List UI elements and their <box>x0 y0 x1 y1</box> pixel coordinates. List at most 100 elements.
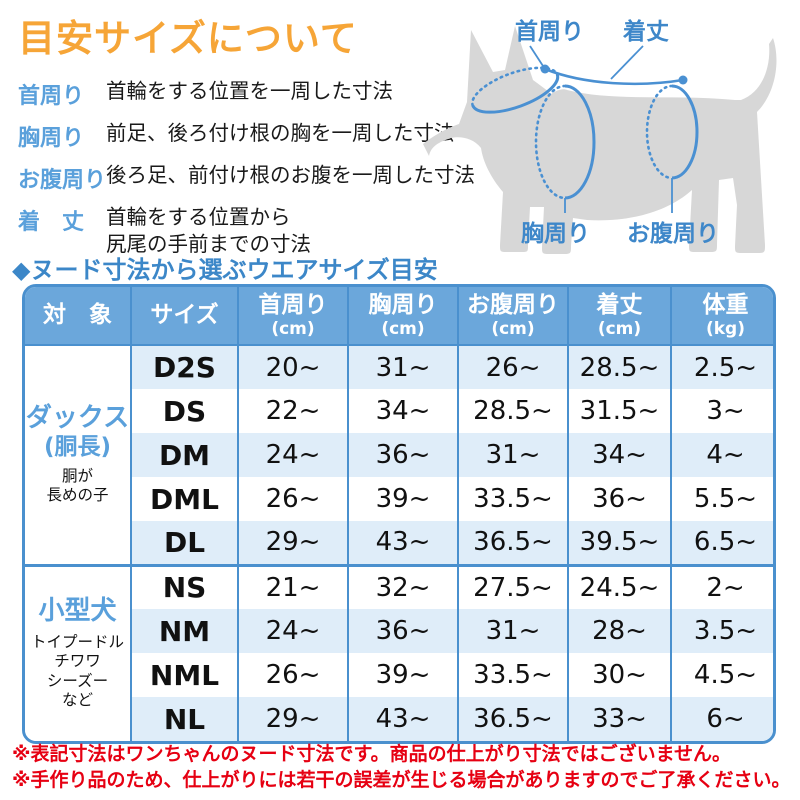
diagram-label-neck: 首周り <box>515 19 584 45</box>
definition-desc: 首輪をする位置を一周した寸法 <box>106 79 393 103</box>
table-row: DML 26~ 39~ 33.5~ 36~ 5.5~ <box>25 477 773 521</box>
col-header-chest: 胸周り (cm) <box>347 287 458 346</box>
definition-neck: 首周り 首輪をする位置を一周した寸法 <box>18 78 538 110</box>
measurement-definitions: 首周り 首輪をする位置を一周した寸法 胸周り 前足、後ろ付け根の胸を一周した寸法… <box>18 78 538 267</box>
value-cell: 34~ <box>567 433 671 477</box>
group-cell-dachshund: ダックス (胴長) 胴が 長めの子 <box>25 345 131 565</box>
diagram-label-belly: お腹周り <box>627 221 719 247</box>
size-table: 対 象 サイズ 首周り (cm) 胸周り (cm) お腹周り (cm) 着丈 (cm) … <box>25 287 773 741</box>
definition-chest: 胸周り 前足、後ろ付け根の胸を一周した寸法 <box>18 120 538 152</box>
value-cell: 30~ <box>567 653 671 697</box>
table-row: DL 29~ 43~ 36.5~ 39.5~ 6.5~ <box>25 521 773 565</box>
col-header-belly: お腹周り (cm) <box>457 287 568 346</box>
definition-term: 胸周り <box>18 126 85 151</box>
diagram-label-chest: 胸周り <box>521 221 590 247</box>
value-cell: 4.5~ <box>670 653 773 697</box>
value-cell: 34~ <box>347 389 458 433</box>
size-cell: DML <box>130 477 238 521</box>
value-cell: 26~ <box>237 653 348 697</box>
value-cell: 28.5~ <box>457 389 568 433</box>
table-row: 小型犬 トイプードル チワワ シーズー など NS 21~ 32~ 27.5~ … <box>25 563 773 741</box>
value-cell: 33~ <box>567 697 671 741</box>
size-cell: NM <box>130 609 238 653</box>
definition-term: 首周り <box>18 84 85 109</box>
value-cell: 6~ <box>670 697 773 741</box>
value-cell: 39.5~ <box>567 521 671 565</box>
footnote-line: ※手作り品のため、仕上がりには若干の誤差が生じる場合がありますのでご了承ください… <box>12 768 791 791</box>
value-cell: 2.5~ <box>670 345 773 389</box>
value-cell: 24~ <box>237 433 348 477</box>
value-cell: 32~ <box>347 563 458 609</box>
footnotes: ※表記寸法はワンちゃんのヌード寸法です。商品の仕上がり寸法ではございません。 ※… <box>12 742 796 793</box>
size-cell: D2S <box>130 345 238 389</box>
col-header-target: 対 象 <box>25 287 131 346</box>
value-cell: 31~ <box>457 609 568 653</box>
size-cell: DL <box>130 521 238 565</box>
size-cell: NML <box>130 653 238 697</box>
definition-desc: 前足、後ろ付け根の胸を一周した寸法 <box>106 121 455 145</box>
neck-ring <box>471 66 560 114</box>
col-header-neck: 首周り (cm) <box>237 287 348 346</box>
dog-illustration <box>423 26 777 254</box>
definition-belly: お腹周り 後ろ足、前付け根のお腹を一周した寸法 <box>18 162 538 194</box>
value-cell: 36~ <box>347 609 458 653</box>
value-cell: 28.5~ <box>567 345 671 389</box>
neck-leader-line <box>529 45 544 67</box>
value-cell: 5.5~ <box>670 477 773 521</box>
value-cell: 43~ <box>347 521 458 565</box>
value-cell: 22~ <box>237 389 348 433</box>
dog-measurement-diagram: 首周り 着丈 胸周り お腹周り <box>415 0 800 265</box>
size-cell: NS <box>130 563 238 609</box>
size-cell: NL <box>130 697 238 741</box>
value-cell: 43~ <box>347 697 458 741</box>
value-cell: 24~ <box>237 609 348 653</box>
body-length-line <box>540 64 688 86</box>
col-header-size: サイズ <box>130 287 238 346</box>
table-row: DS 22~ 34~ 28.5~ 31.5~ 3~ <box>25 389 773 433</box>
value-cell: 20~ <box>237 345 348 389</box>
value-cell: 28~ <box>567 609 671 653</box>
definition-desc: 首輪をする位置から 尻尾の手前までの寸法 <box>106 205 311 256</box>
footnote-line: ※表記寸法はワンちゃんのヌード寸法です。商品の仕上がり寸法ではございません。 <box>12 743 732 765</box>
value-cell: 21~ <box>237 563 348 609</box>
definition-length: 着 丈 首輪をする位置から 尻尾の手前までの寸法 <box>18 204 538 257</box>
value-cell: 27.5~ <box>457 563 568 609</box>
value-cell: 39~ <box>347 653 458 697</box>
definition-term: お腹周り <box>18 168 107 193</box>
value-cell: 4~ <box>670 433 773 477</box>
chest-ring <box>534 84 596 200</box>
value-cell: 29~ <box>237 521 348 565</box>
value-cell: 3.5~ <box>670 609 773 653</box>
value-cell: 33.5~ <box>457 477 568 521</box>
size-cell: DS <box>130 389 238 433</box>
dog-silhouette <box>423 26 777 254</box>
col-header-length: 着丈 (cm) <box>567 287 671 346</box>
size-cell: DM <box>130 433 238 477</box>
value-cell: 31~ <box>457 433 568 477</box>
size-table-container: 対 象 サイズ 首周り (cm) 胸周り (cm) お腹周り (cm) 着丈 (cm) … <box>22 284 776 744</box>
value-cell: 26~ <box>457 345 568 389</box>
value-cell: 36.5~ <box>457 697 568 741</box>
value-cell: 29~ <box>237 697 348 741</box>
value-cell: 39~ <box>347 477 458 521</box>
table-row: ダックス (胴長) 胴が 長めの子 D2S 20~ 31~ 26~ 28.5~ … <box>25 345 773 565</box>
value-cell: 24.5~ <box>567 563 671 609</box>
value-cell: 2~ <box>670 563 773 609</box>
col-header-weight: 体重 (kg) <box>670 287 773 346</box>
definition-term: 着 丈 <box>18 210 85 235</box>
table-row: NML 26~ 39~ 33.5~ 30~ 4.5~ <box>25 653 773 697</box>
section-title: ◆ヌード寸法から選ぶウエアサイズ目安 <box>12 256 438 284</box>
value-cell: 36.5~ <box>457 521 568 565</box>
belly-ring <box>645 84 699 180</box>
value-cell: 36~ <box>347 433 458 477</box>
length-leader-line <box>610 45 644 80</box>
table-header-row: 対 象 サイズ 首周り (cm) 胸周り (cm) お腹周り (cm) 着丈 (cm) … <box>25 287 773 346</box>
value-cell: 31.5~ <box>567 389 671 433</box>
definition-desc: 後ろ足、前付け根のお腹を一周した寸法 <box>106 163 476 187</box>
value-cell: 26~ <box>237 477 348 521</box>
value-cell: 33.5~ <box>457 653 568 697</box>
group-cell-small-dog: 小型犬 トイプードル チワワ シーズー など <box>25 563 131 741</box>
diagram-label-length: 着丈 <box>623 19 669 45</box>
value-cell: 3~ <box>670 389 773 433</box>
value-cell: 36~ <box>567 477 671 521</box>
